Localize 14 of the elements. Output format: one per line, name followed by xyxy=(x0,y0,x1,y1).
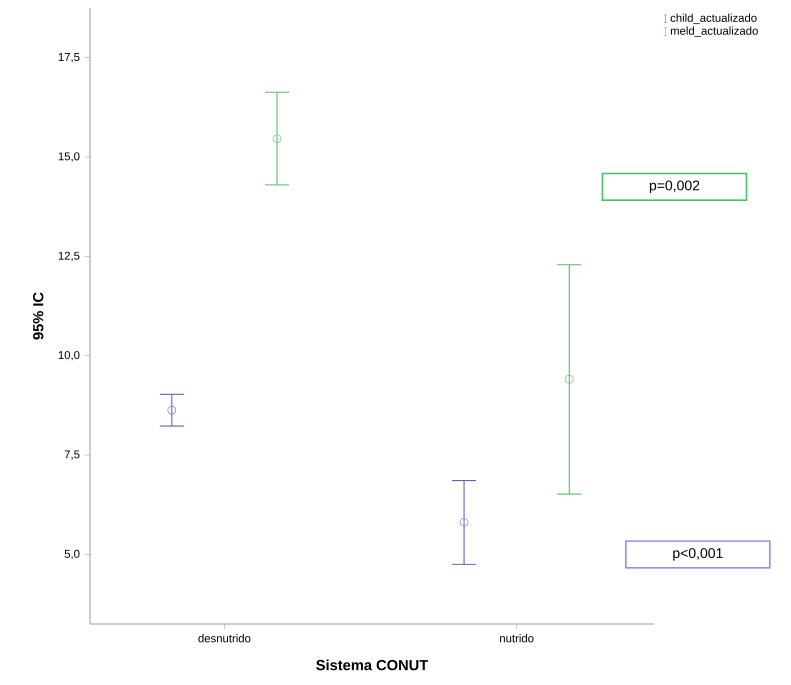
legend-label: meld_actualizado xyxy=(670,26,758,37)
x-tick-label: desnutrido xyxy=(198,634,250,642)
text: p<0,001 xyxy=(673,548,723,561)
x-axis-title: Sistema CONUT xyxy=(316,660,428,670)
y-tick-label: 12,5 xyxy=(58,252,80,262)
annotation: p=0,002 xyxy=(650,180,700,194)
y-tick-label: 7,5 xyxy=(64,450,80,460)
y-tick-label: 17,5 xyxy=(58,53,80,62)
x-tick-label: nutrido xyxy=(500,634,534,642)
y-axis-title: 95% IC xyxy=(33,292,44,340)
y-tick-label: 15,0 xyxy=(58,152,80,162)
y-tick-label: 10,0 xyxy=(58,351,80,360)
legend-label: child_actualizado xyxy=(670,14,757,24)
y-tick-label: 5,0 xyxy=(64,550,80,560)
